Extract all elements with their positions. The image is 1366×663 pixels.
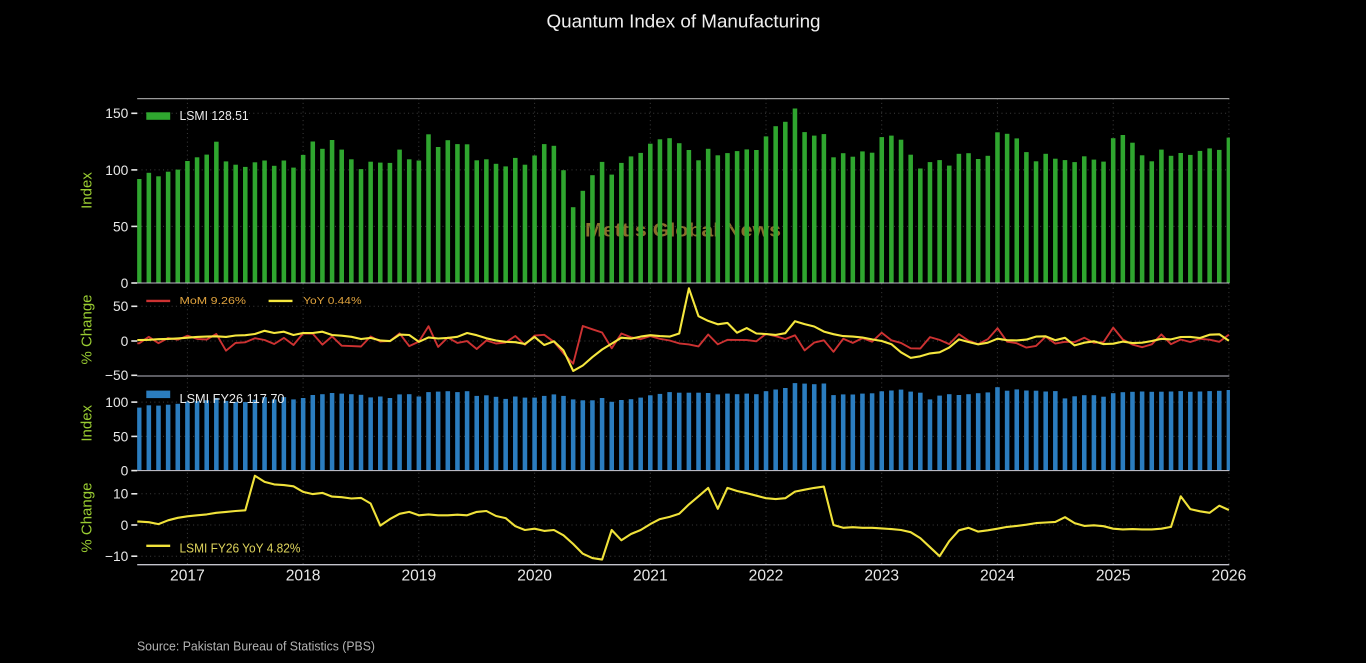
- svg-text:Quantum Index of Manufacturing: Quantum Index of Manufacturing: [547, 11, 821, 32]
- svg-text:2024: 2024: [980, 568, 1015, 585]
- svg-text:0: 0: [121, 464, 129, 479]
- svg-text:150: 150: [105, 106, 128, 121]
- svg-text:−10: −10: [105, 549, 129, 564]
- svg-text:2025: 2025: [1096, 568, 1131, 585]
- svg-text:Source: Pakistan Bureau of Sta: Source: Pakistan Bureau of Statistics (P…: [137, 639, 375, 654]
- svg-text:2023: 2023: [864, 568, 899, 585]
- svg-text:50: 50: [113, 299, 129, 314]
- svg-text:LSMI FY26 117.70: LSMI FY26 117.70: [180, 392, 285, 406]
- svg-text:50: 50: [113, 429, 129, 444]
- svg-text:−50: −50: [105, 368, 129, 383]
- svg-text:2020: 2020: [517, 568, 552, 585]
- svg-text:% Change: % Change: [79, 294, 96, 364]
- svg-text:0: 0: [121, 276, 129, 291]
- svg-text:50: 50: [113, 219, 129, 234]
- svg-text:Index: Index: [79, 172, 96, 209]
- svg-text:LSMI 128.51: LSMI 128.51: [180, 109, 249, 123]
- svg-text:0: 0: [121, 334, 129, 349]
- svg-text:MoM 9.26%: MoM 9.26%: [180, 295, 247, 307]
- svg-text:2019: 2019: [401, 568, 436, 585]
- svg-text:2022: 2022: [749, 568, 784, 585]
- svg-text:LSMI FY26 YoY 4.82%: LSMI FY26 YoY 4.82%: [180, 541, 301, 555]
- svg-text:100: 100: [105, 395, 128, 410]
- svg-text:YoY 0.44%: YoY 0.44%: [303, 295, 362, 307]
- svg-text:10: 10: [113, 487, 129, 502]
- svg-text:2026: 2026: [1212, 568, 1247, 585]
- svg-text:Index: Index: [79, 404, 96, 441]
- svg-text:2021: 2021: [633, 568, 668, 585]
- svg-text:Mettis Global News: Mettis Global News: [585, 221, 781, 242]
- svg-text:2018: 2018: [286, 568, 321, 585]
- svg-text:100: 100: [105, 163, 128, 178]
- svg-text:2017: 2017: [170, 568, 205, 585]
- svg-text:% Change: % Change: [79, 483, 96, 553]
- svg-text:0: 0: [121, 518, 129, 533]
